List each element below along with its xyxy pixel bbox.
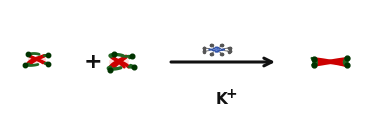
Text: K: K [215, 92, 227, 107]
Circle shape [215, 49, 218, 50]
Text: +: + [83, 52, 102, 72]
Text: +: + [226, 87, 237, 101]
